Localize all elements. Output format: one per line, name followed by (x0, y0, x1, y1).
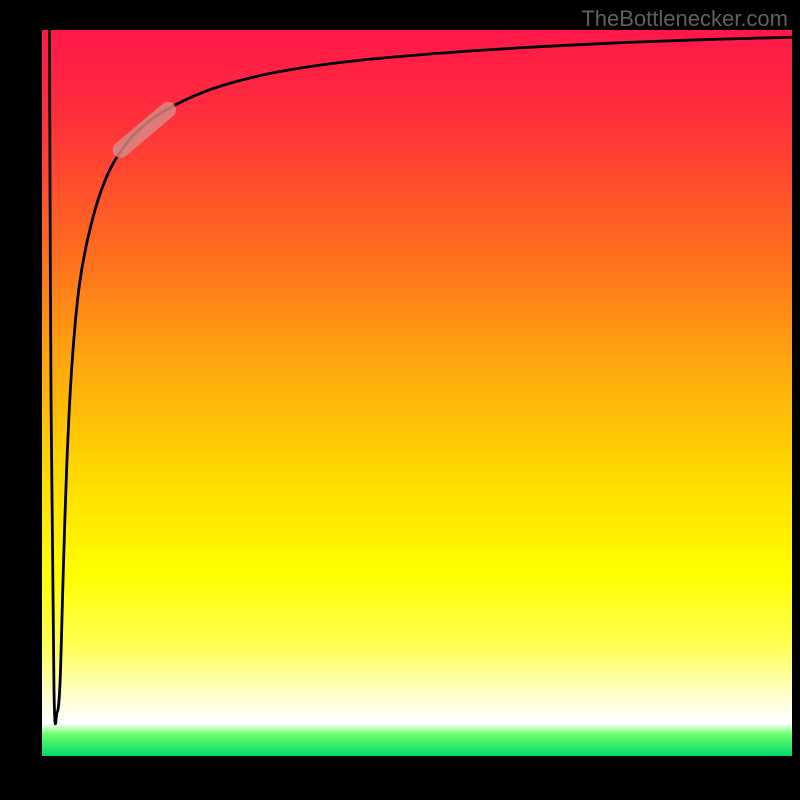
attribution-label: TheBottlenecker.com (581, 6, 788, 32)
chart-frame: TheBottlenecker.com (0, 0, 800, 800)
bottleneck-chart (42, 30, 792, 756)
plot-area (42, 30, 792, 756)
gradient-background (42, 30, 792, 756)
